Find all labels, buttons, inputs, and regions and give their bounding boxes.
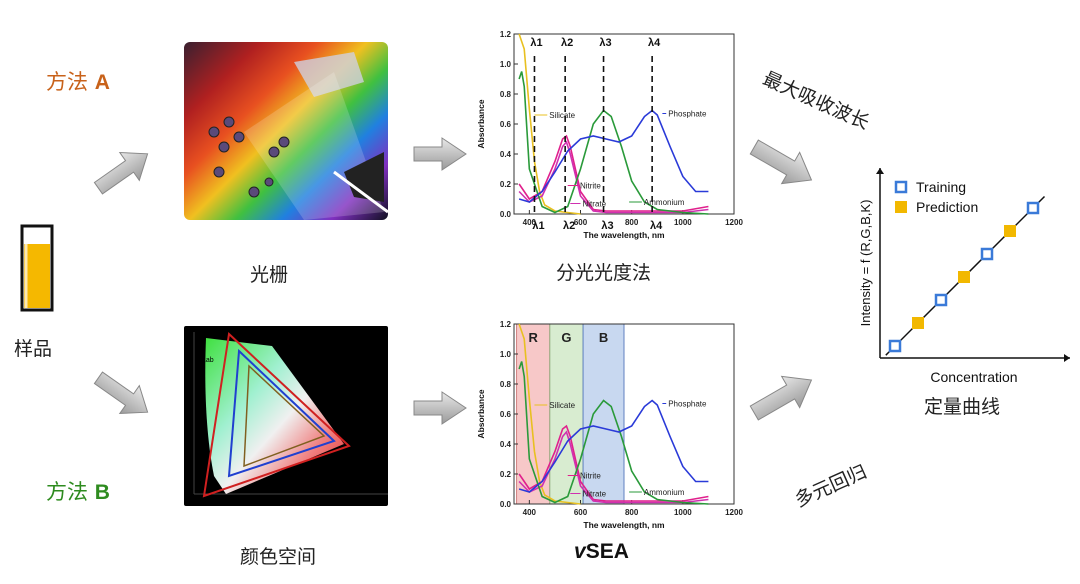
- lambda-top-label: λ1: [530, 37, 542, 49]
- series-line-phosphate: [518, 109, 709, 203]
- legend-training-label: Training: [916, 179, 966, 195]
- spectro-caption: 分光光度法: [556, 262, 652, 284]
- series-label: Phosphate: [668, 110, 707, 119]
- series-label: Nitrate: [583, 200, 607, 209]
- series-label: Silicate: [549, 111, 575, 120]
- training-point: [1026, 201, 1040, 215]
- series-label: Phosphate: [668, 400, 707, 409]
- y-tick-label: 0.6: [500, 120, 512, 129]
- x-tick-label: 1000: [674, 508, 692, 517]
- x-axis-label: The wavelength, nm: [583, 520, 665, 530]
- x-arrowhead-icon: [1064, 354, 1070, 362]
- method-b-label: 方法 B: [46, 480, 110, 504]
- x-tick-label: 600: [574, 508, 588, 517]
- x-tick-label: 1000: [674, 218, 692, 227]
- x-tick-label: 600: [574, 218, 588, 227]
- multivariate-label: 多元回归: [791, 460, 871, 512]
- y-tick-label: 1.0: [500, 350, 512, 359]
- prediction-point: [912, 317, 924, 329]
- training-point: [934, 293, 948, 307]
- method-a-label: 方法 A: [46, 70, 110, 94]
- calibration-plot: Concentration Intensity = f (R,G,B,K) Trai…: [858, 168, 1070, 385]
- lambda-bottom-label: λ4: [650, 220, 663, 232]
- y-tick-label: 0.6: [500, 410, 512, 419]
- training-point: [888, 339, 902, 353]
- training-point: [980, 247, 994, 261]
- y-tick-label: 0.8: [500, 380, 512, 389]
- calibration-caption: 定量曲线: [924, 396, 1001, 418]
- x-tick-label: 800: [625, 218, 639, 227]
- sample-cuvette-icon: [20, 224, 54, 312]
- y-tick-label: 0.8: [500, 90, 512, 99]
- lambda-top-label: λ2: [561, 37, 573, 49]
- series-label: Silicate: [549, 401, 575, 410]
- arrow-right-icon: [413, 137, 467, 171]
- y-tick-label: 1.2: [500, 30, 512, 39]
- y-tick-label: 1.0: [500, 60, 512, 69]
- lambda-bottom-label: λ2: [563, 220, 575, 232]
- band-label: R: [528, 330, 538, 345]
- y-tick-label: 0.2: [500, 470, 512, 479]
- x-tick-label: 800: [625, 508, 639, 517]
- grating-image: [184, 42, 388, 220]
- series-label: Ammonium: [644, 488, 685, 497]
- series-line-nitrate: [518, 140, 709, 214]
- lambda-bottom-label: λ1: [532, 220, 544, 232]
- series-line-silicate: [518, 33, 581, 215]
- grating-caption: 光栅: [250, 264, 289, 286]
- band-label: B: [599, 330, 608, 345]
- lambda-top-label: λ4: [648, 37, 661, 49]
- y-tick-label: 0.4: [500, 440, 512, 449]
- series-line-nitrate: [518, 430, 709, 504]
- colorspace-image: Lab: [184, 326, 388, 506]
- y-axis-label: Absorbance: [476, 99, 486, 148]
- band-label: G: [561, 330, 571, 345]
- calib-x-label: Concentration: [930, 369, 1017, 385]
- x-tick-label: 400: [523, 218, 537, 227]
- legend-prediction-label: Prediction: [916, 199, 978, 215]
- series-line-ammonium: [518, 361, 709, 505]
- y-arrowhead-icon: [876, 168, 884, 174]
- spectrum-chart-bottom: R G B 0.0 0.2 0.4 0.6 0.8 1.0 1.2 400 600 800 1000 120…: [476, 320, 743, 530]
- arrow-up-right-icon: [749, 375, 813, 421]
- series-label: Nitrite: [580, 472, 601, 481]
- spectrum-chart-top: 0.0 0.2 0.4 0.6 0.8 1.0 1.2 400 600 800 1000 1200 Th…: [476, 30, 743, 240]
- y-tick-label: 0.2: [500, 180, 512, 189]
- series-line-phosphate: [518, 399, 709, 493]
- arrow-right-icon: [413, 391, 467, 425]
- sample-label: 样品: [14, 338, 53, 360]
- lambda-bottom-label: λ3: [601, 220, 613, 232]
- series-label: Nitrate: [583, 490, 607, 499]
- prediction-point: [958, 271, 970, 283]
- arrow-down-right-icon: [749, 139, 813, 185]
- colorspace-caption: 颜色空间: [240, 546, 317, 568]
- y-tick-label: 1.2: [500, 320, 512, 329]
- legend-prediction-swatch: [895, 201, 907, 213]
- calib-y-label: Intensity = f (R,G,B,K): [858, 200, 873, 327]
- arrow-down-right-icon: [93, 371, 149, 415]
- y-tick-label: 0.0: [500, 210, 512, 219]
- y-tick-label: 0.0: [500, 500, 512, 509]
- vsea-caption: vSEA: [574, 540, 629, 563]
- arrow-up-right-icon: [93, 151, 149, 195]
- series-line-ammonium: [518, 71, 709, 215]
- x-tick-label: 1200: [725, 508, 743, 517]
- series-line-silicate: [518, 323, 581, 505]
- lab-label: Lab: [202, 357, 214, 364]
- lambda-top-label: λ3: [599, 37, 611, 49]
- legend-training-swatch: [894, 180, 908, 194]
- series-label: Ammonium: [644, 198, 685, 207]
- y-tick-label: 0.4: [500, 150, 512, 159]
- max-wavelength-label: 最大吸收波长: [759, 67, 873, 135]
- prediction-point: [1004, 225, 1016, 237]
- band-b: [582, 323, 625, 505]
- x-tick-label: 400: [523, 508, 537, 517]
- x-axis-label: The wavelength, nm: [583, 230, 665, 240]
- series-label: Nitrite: [580, 182, 601, 191]
- x-tick-label: 1200: [725, 218, 743, 227]
- y-axis-label: Absorbance: [476, 389, 486, 438]
